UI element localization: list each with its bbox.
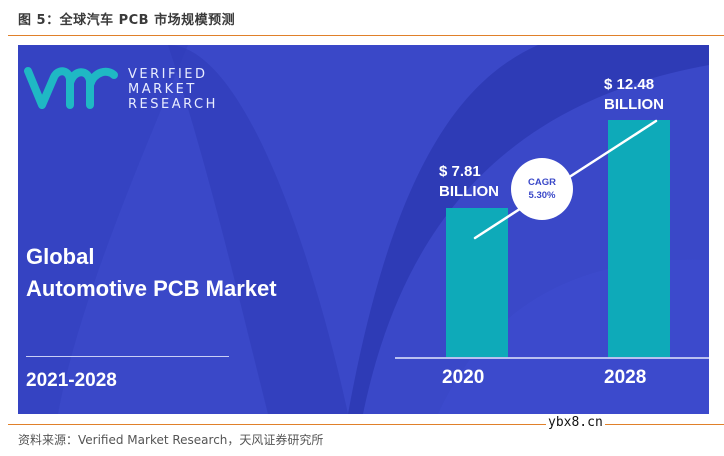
bar-amount-2020: $ 7.81 <box>439 163 481 180</box>
x-tick-2028: 2028 <box>604 367 647 388</box>
infographic-panel: VERIFIED MARKET RESEARCH Global Automoti… <box>18 45 709 414</box>
bar-label-2020: $ 7.81 BILLION <box>439 162 499 202</box>
logo-line-1: VERIFIED <box>128 67 208 82</box>
bar-2020 <box>446 208 508 357</box>
headline-line-2: Automotive PCB Market <box>26 276 277 301</box>
bar-2028 <box>608 120 670 357</box>
headline-line-1: Global <box>26 244 95 269</box>
cagr-badge: CAGR 5.30% <box>511 158 573 220</box>
source-divider <box>8 424 724 425</box>
bar-label-2028: $ 12.48 BILLION <box>604 75 664 115</box>
figure-title: 图 5：全球汽车 PCB 市场规模预测 <box>18 13 236 28</box>
vmr-logo-icon <box>24 67 118 109</box>
logo-line-3: RESEARCH <box>128 97 218 112</box>
bar-unit-2020: BILLION <box>439 183 499 200</box>
bar-unit-2028: BILLION <box>604 96 664 113</box>
cagr-value: 5.30% <box>528 190 556 201</box>
logo-wordmark: VERIFIED MARKET RESEARCH <box>128 67 218 112</box>
x-tick-2020: 2020 <box>442 367 485 388</box>
bar-amount-2028: $ 12.48 <box>604 76 655 93</box>
x-axis-line <box>395 357 709 359</box>
title-divider <box>8 35 724 36</box>
watermark: ybx8.cn <box>546 415 605 430</box>
background-shapes <box>18 45 709 414</box>
forecast-period: 2021-2028 <box>26 370 117 391</box>
cagr-label: CAGR <box>528 177 556 188</box>
logo-line-2: MARKET <box>128 82 197 97</box>
chart-headline: Global Automotive PCB Market <box>26 241 277 305</box>
headline-divider <box>26 356 229 357</box>
source-note: 资料来源：Verified Market Research，天风证券研究所 <box>18 433 324 447</box>
